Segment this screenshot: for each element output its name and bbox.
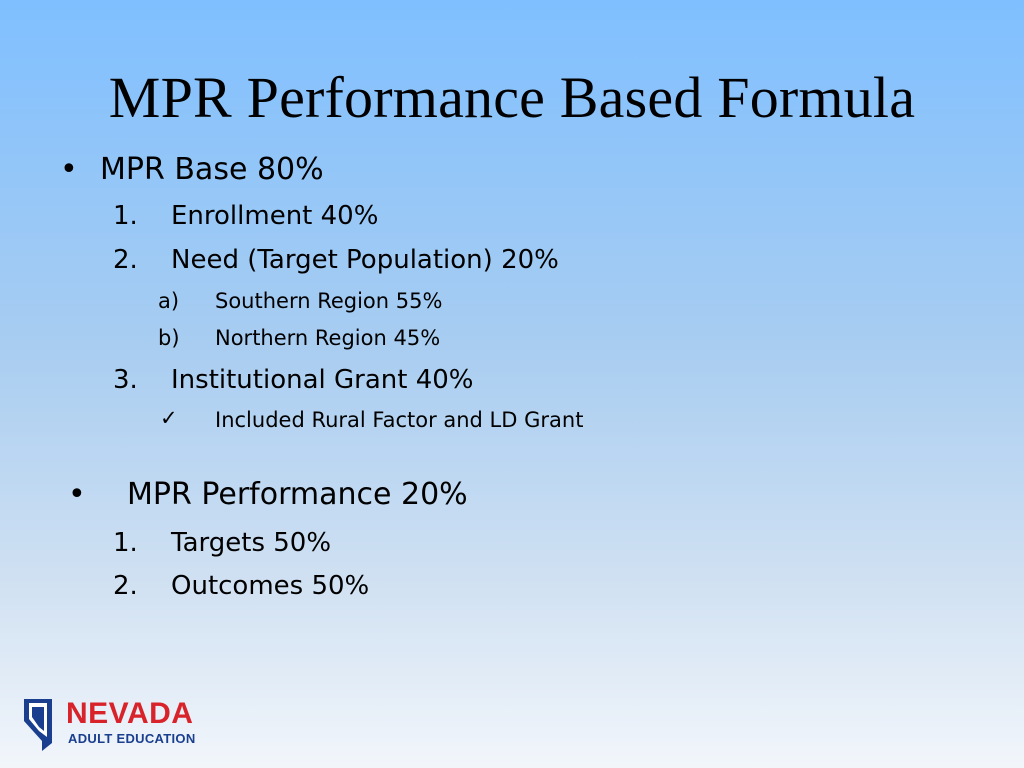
bullet-icon: • — [68, 477, 86, 512]
list-number: 1. — [113, 201, 138, 231]
slide-title: MPR Performance Based Formula — [108, 65, 916, 130]
list-number: 2. — [113, 571, 138, 601]
checkmark-icon: ✓ — [160, 406, 178, 430]
logo-subtitle: ADULT EDUCATION — [68, 731, 196, 746]
list-number: 2. — [113, 245, 138, 275]
nevada-adult-education-logo: NEVADA ADULT EDUCATION — [22, 697, 232, 753]
sublist-item-northern-region: Northern Region 45% — [215, 326, 441, 350]
sublist-letter: b) — [158, 326, 180, 350]
list-item-outcomes: Outcomes 50% — [171, 571, 370, 601]
list-item-enrollment: Enrollment 40% — [171, 201, 379, 231]
list-item-need: Need (Target Population) 20% — [171, 245, 559, 275]
sublist-item-southern-region: Southern Region 55% — [215, 289, 443, 313]
logo-word: NEVADA — [66, 697, 194, 730]
nevada-state-icon — [24, 699, 52, 751]
list-item-institutional-grant: Institutional Grant 40% — [171, 365, 474, 395]
list-number: 1. — [113, 528, 138, 558]
list-number: 3. — [113, 365, 138, 395]
section-heading-mpr-performance: MPR Performance 20% — [127, 477, 468, 512]
sublist-letter: a) — [158, 289, 180, 313]
bullet-icon: • — [60, 152, 78, 187]
list-item-targets: Targets 50% — [171, 528, 332, 558]
section-heading-mpr-base: MPR Base 80% — [100, 152, 324, 187]
sublist-item-rural-factor: Included Rural Factor and LD Grant — [215, 408, 584, 432]
